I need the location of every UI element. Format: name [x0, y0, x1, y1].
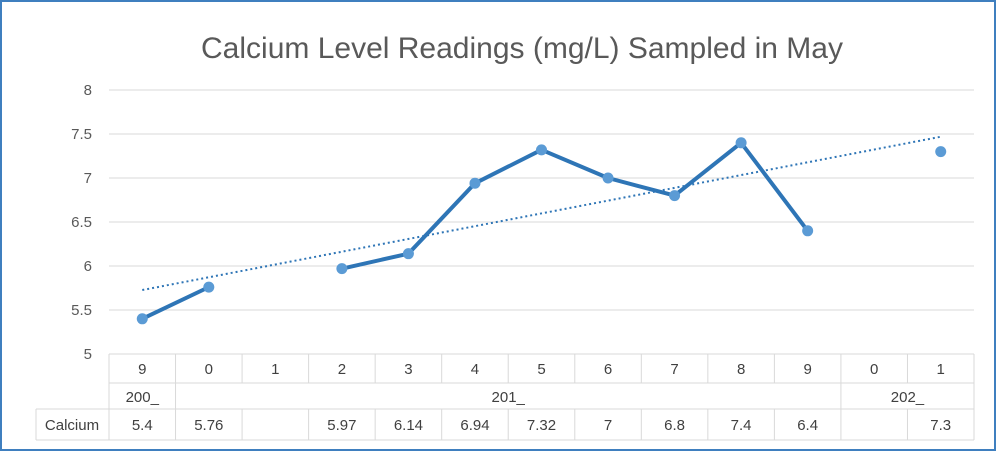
data-point: [402, 248, 414, 260]
series-layer: [136, 137, 947, 325]
y-tick-label: 7.5: [71, 126, 92, 143]
x-tick-label: 6: [604, 361, 612, 378]
x-tick-label: 9: [138, 361, 146, 378]
y-tick-label: 6.5: [71, 214, 92, 231]
data-point: [469, 177, 481, 189]
data-point: [136, 313, 148, 325]
x-group-label: 202_: [891, 389, 925, 406]
data-point: [802, 225, 814, 237]
data-point: [203, 281, 215, 293]
table-value: 7.32: [527, 417, 556, 434]
gridlines: [109, 89, 974, 355]
chart-title: Calcium Level Readings (mg/L) Sampled in…: [201, 32, 843, 65]
table-value: 6.4: [797, 417, 818, 434]
data-point: [536, 144, 547, 156]
x-tick-label: 3: [404, 361, 412, 378]
series-line: [339, 140, 810, 271]
data-point: [669, 190, 681, 202]
data-point: [735, 137, 747, 149]
table-value: 7.4: [731, 417, 752, 434]
table-value: 7.3: [930, 417, 951, 434]
table-value: 5.4: [132, 417, 153, 434]
table-value: 5.76: [194, 417, 223, 434]
data-point: [336, 263, 348, 275]
table-value: 5.97: [327, 417, 356, 434]
x-tick-label: 0: [870, 361, 878, 378]
x-tick-label: 1: [937, 361, 945, 378]
trendline: [142, 135, 941, 292]
table-value: 7: [604, 417, 612, 434]
x-tick-label: 0: [205, 361, 213, 378]
y-axis: 8 7.5 7 6.5 6 5.5 5: [71, 82, 92, 363]
table-value: 6.94: [460, 417, 489, 434]
x-tick-label: 5: [537, 361, 545, 378]
table-value: 6.14: [394, 417, 423, 434]
series-line: [140, 285, 211, 321]
data-table: 9 0 1 2 3 4 5 6 7 8 9 0 1 200_ 201_ 202_ Calcium 5.4 5.76 5…: [35, 354, 975, 441]
y-tick-label: 5.5: [71, 302, 92, 319]
x-tick-label: 8: [737, 361, 745, 378]
x-tick-label: 7: [670, 361, 678, 378]
table-value: 6.8: [664, 417, 685, 434]
x-group-label: 201_: [492, 389, 526, 406]
x-group-label: 200_: [126, 389, 160, 406]
table-series-name: Calcium: [45, 417, 99, 434]
data-point: [602, 172, 614, 184]
x-tick-label: 1: [271, 361, 279, 378]
x-tick-label: 4: [471, 361, 479, 378]
x-tick-label: 9: [803, 361, 811, 378]
data-point: [935, 146, 947, 158]
y-tick-label: 6: [84, 258, 92, 275]
x-tick-label: 2: [338, 361, 346, 378]
y-tick-label: 8: [84, 82, 92, 99]
y-tick-label: 5: [84, 346, 92, 363]
trendline-layer: [142, 135, 941, 292]
y-tick-label: 7: [84, 170, 92, 187]
